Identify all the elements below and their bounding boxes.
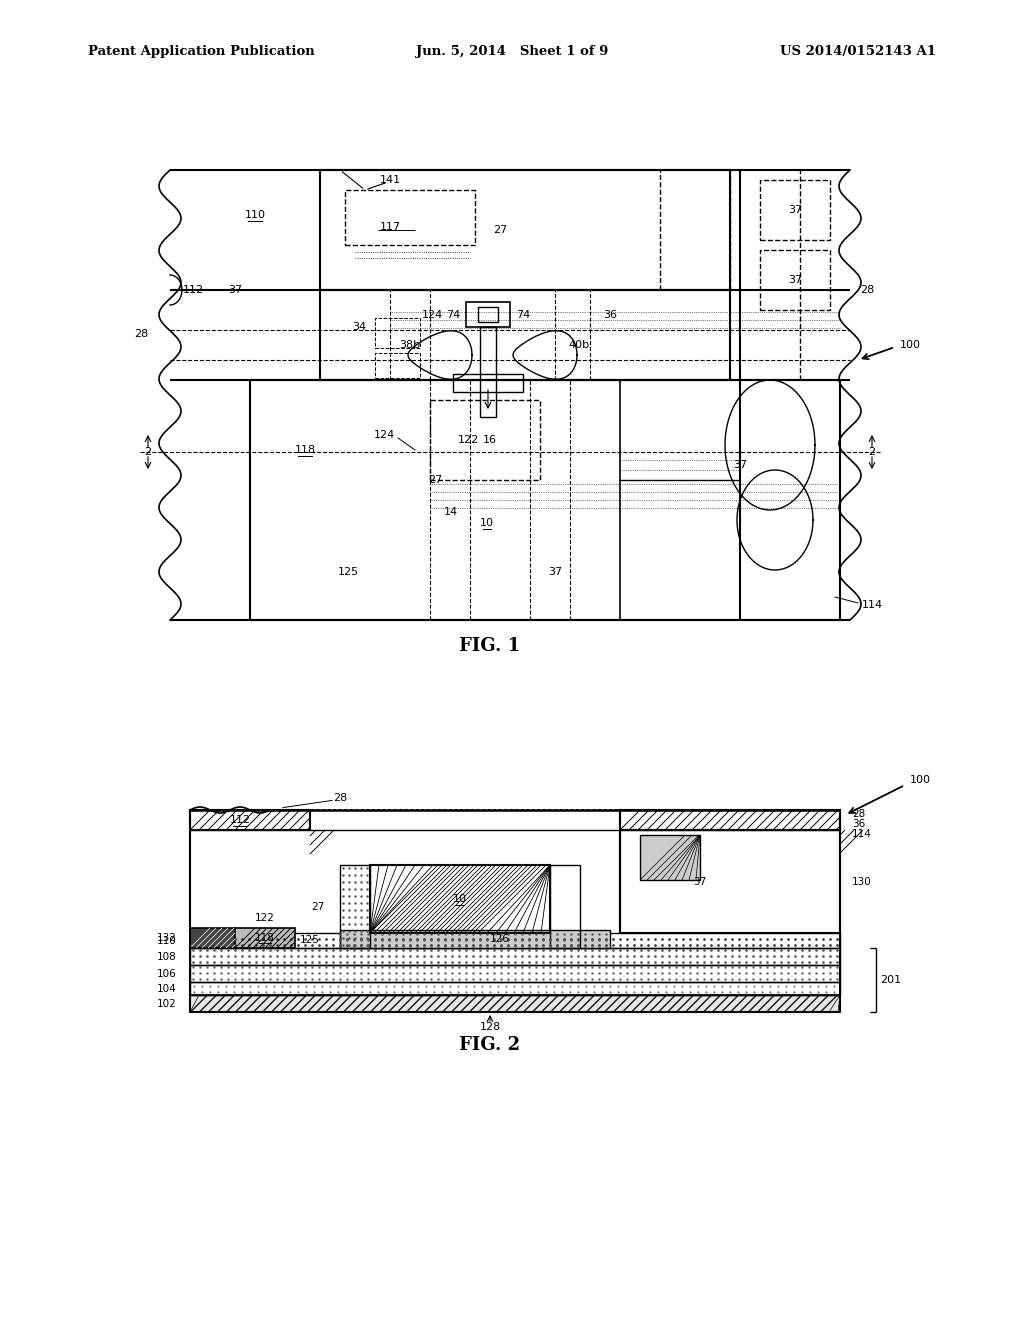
- Text: 124: 124: [374, 430, 395, 440]
- Text: 112: 112: [183, 285, 204, 294]
- Text: 37: 37: [787, 275, 802, 285]
- Text: 34: 34: [352, 322, 367, 333]
- Text: 104: 104: [158, 983, 177, 994]
- Text: 110: 110: [245, 210, 265, 220]
- Bar: [190, 982, 840, 995]
- Text: 38b: 38b: [399, 341, 420, 350]
- Bar: [370, 865, 550, 933]
- Bar: [466, 302, 510, 327]
- Text: 36: 36: [603, 310, 617, 319]
- Bar: [640, 836, 700, 880]
- Text: 132: 132: [157, 933, 177, 942]
- Text: 122: 122: [255, 913, 274, 923]
- Bar: [250, 380, 840, 620]
- Text: 118: 118: [255, 933, 274, 942]
- Bar: [190, 933, 840, 948]
- Bar: [430, 400, 540, 480]
- Bar: [760, 180, 830, 240]
- Text: 125: 125: [338, 568, 358, 577]
- Text: 28: 28: [860, 285, 874, 294]
- Bar: [375, 318, 420, 348]
- Bar: [760, 249, 830, 310]
- Bar: [190, 928, 234, 948]
- Text: 27: 27: [493, 224, 507, 235]
- Bar: [620, 810, 840, 830]
- Text: 27: 27: [428, 475, 442, 484]
- Bar: [234, 928, 295, 948]
- Text: 28: 28: [852, 809, 865, 818]
- Text: 130: 130: [852, 876, 871, 887]
- Bar: [190, 948, 840, 965]
- Bar: [319, 290, 730, 380]
- Text: 126: 126: [490, 935, 510, 944]
- Text: 128: 128: [479, 1022, 501, 1032]
- Text: 37: 37: [693, 876, 707, 887]
- Text: 40b: 40b: [568, 341, 589, 350]
- Bar: [190, 965, 840, 982]
- Text: Patent Application Publication: Patent Application Publication: [88, 45, 314, 58]
- Text: Jun. 5, 2014   Sheet 1 of 9: Jun. 5, 2014 Sheet 1 of 9: [416, 45, 608, 58]
- Text: 28: 28: [333, 793, 347, 803]
- Text: 10: 10: [453, 894, 467, 904]
- Text: 28: 28: [134, 329, 148, 339]
- Text: 37: 37: [548, 568, 562, 577]
- Text: 201: 201: [880, 975, 901, 985]
- Text: 114: 114: [852, 829, 871, 840]
- Bar: [319, 170, 730, 290]
- Text: 37: 37: [733, 459, 748, 470]
- Text: 74: 74: [445, 310, 460, 319]
- Text: 37: 37: [228, 285, 242, 294]
- Text: 124: 124: [422, 310, 443, 319]
- Text: 37: 37: [787, 205, 802, 215]
- Text: 108: 108: [158, 952, 177, 962]
- Text: 27: 27: [311, 902, 325, 912]
- Bar: [190, 995, 840, 1012]
- Bar: [620, 830, 840, 933]
- Bar: [620, 380, 740, 620]
- Bar: [190, 810, 310, 830]
- Bar: [478, 308, 498, 322]
- Text: 2: 2: [868, 447, 876, 457]
- Text: 112: 112: [229, 814, 251, 825]
- Text: FIG. 2: FIG. 2: [460, 1036, 520, 1053]
- Text: FIG. 1: FIG. 1: [460, 638, 520, 655]
- Text: 74: 74: [516, 310, 530, 319]
- Text: 100: 100: [910, 775, 931, 785]
- Text: 106: 106: [158, 969, 177, 979]
- Text: 10: 10: [480, 517, 494, 528]
- Text: 14: 14: [444, 507, 458, 517]
- Bar: [453, 374, 523, 392]
- Text: US 2014/0152143 A1: US 2014/0152143 A1: [780, 45, 936, 58]
- Bar: [375, 352, 420, 378]
- Text: 102: 102: [158, 999, 177, 1008]
- Text: 141: 141: [380, 176, 400, 185]
- Text: 117: 117: [380, 222, 400, 232]
- Bar: [550, 865, 580, 948]
- Text: 110: 110: [158, 936, 177, 946]
- Text: 122: 122: [458, 436, 478, 445]
- Bar: [340, 931, 610, 948]
- Bar: [345, 190, 475, 246]
- Bar: [340, 865, 370, 948]
- Text: 125: 125: [300, 935, 319, 945]
- Text: 16: 16: [483, 436, 497, 445]
- Bar: [480, 327, 496, 417]
- Text: 100: 100: [900, 341, 921, 350]
- Text: 2: 2: [144, 447, 152, 457]
- Text: 114: 114: [862, 601, 883, 610]
- Text: 36: 36: [852, 818, 865, 829]
- Text: 118: 118: [295, 445, 315, 455]
